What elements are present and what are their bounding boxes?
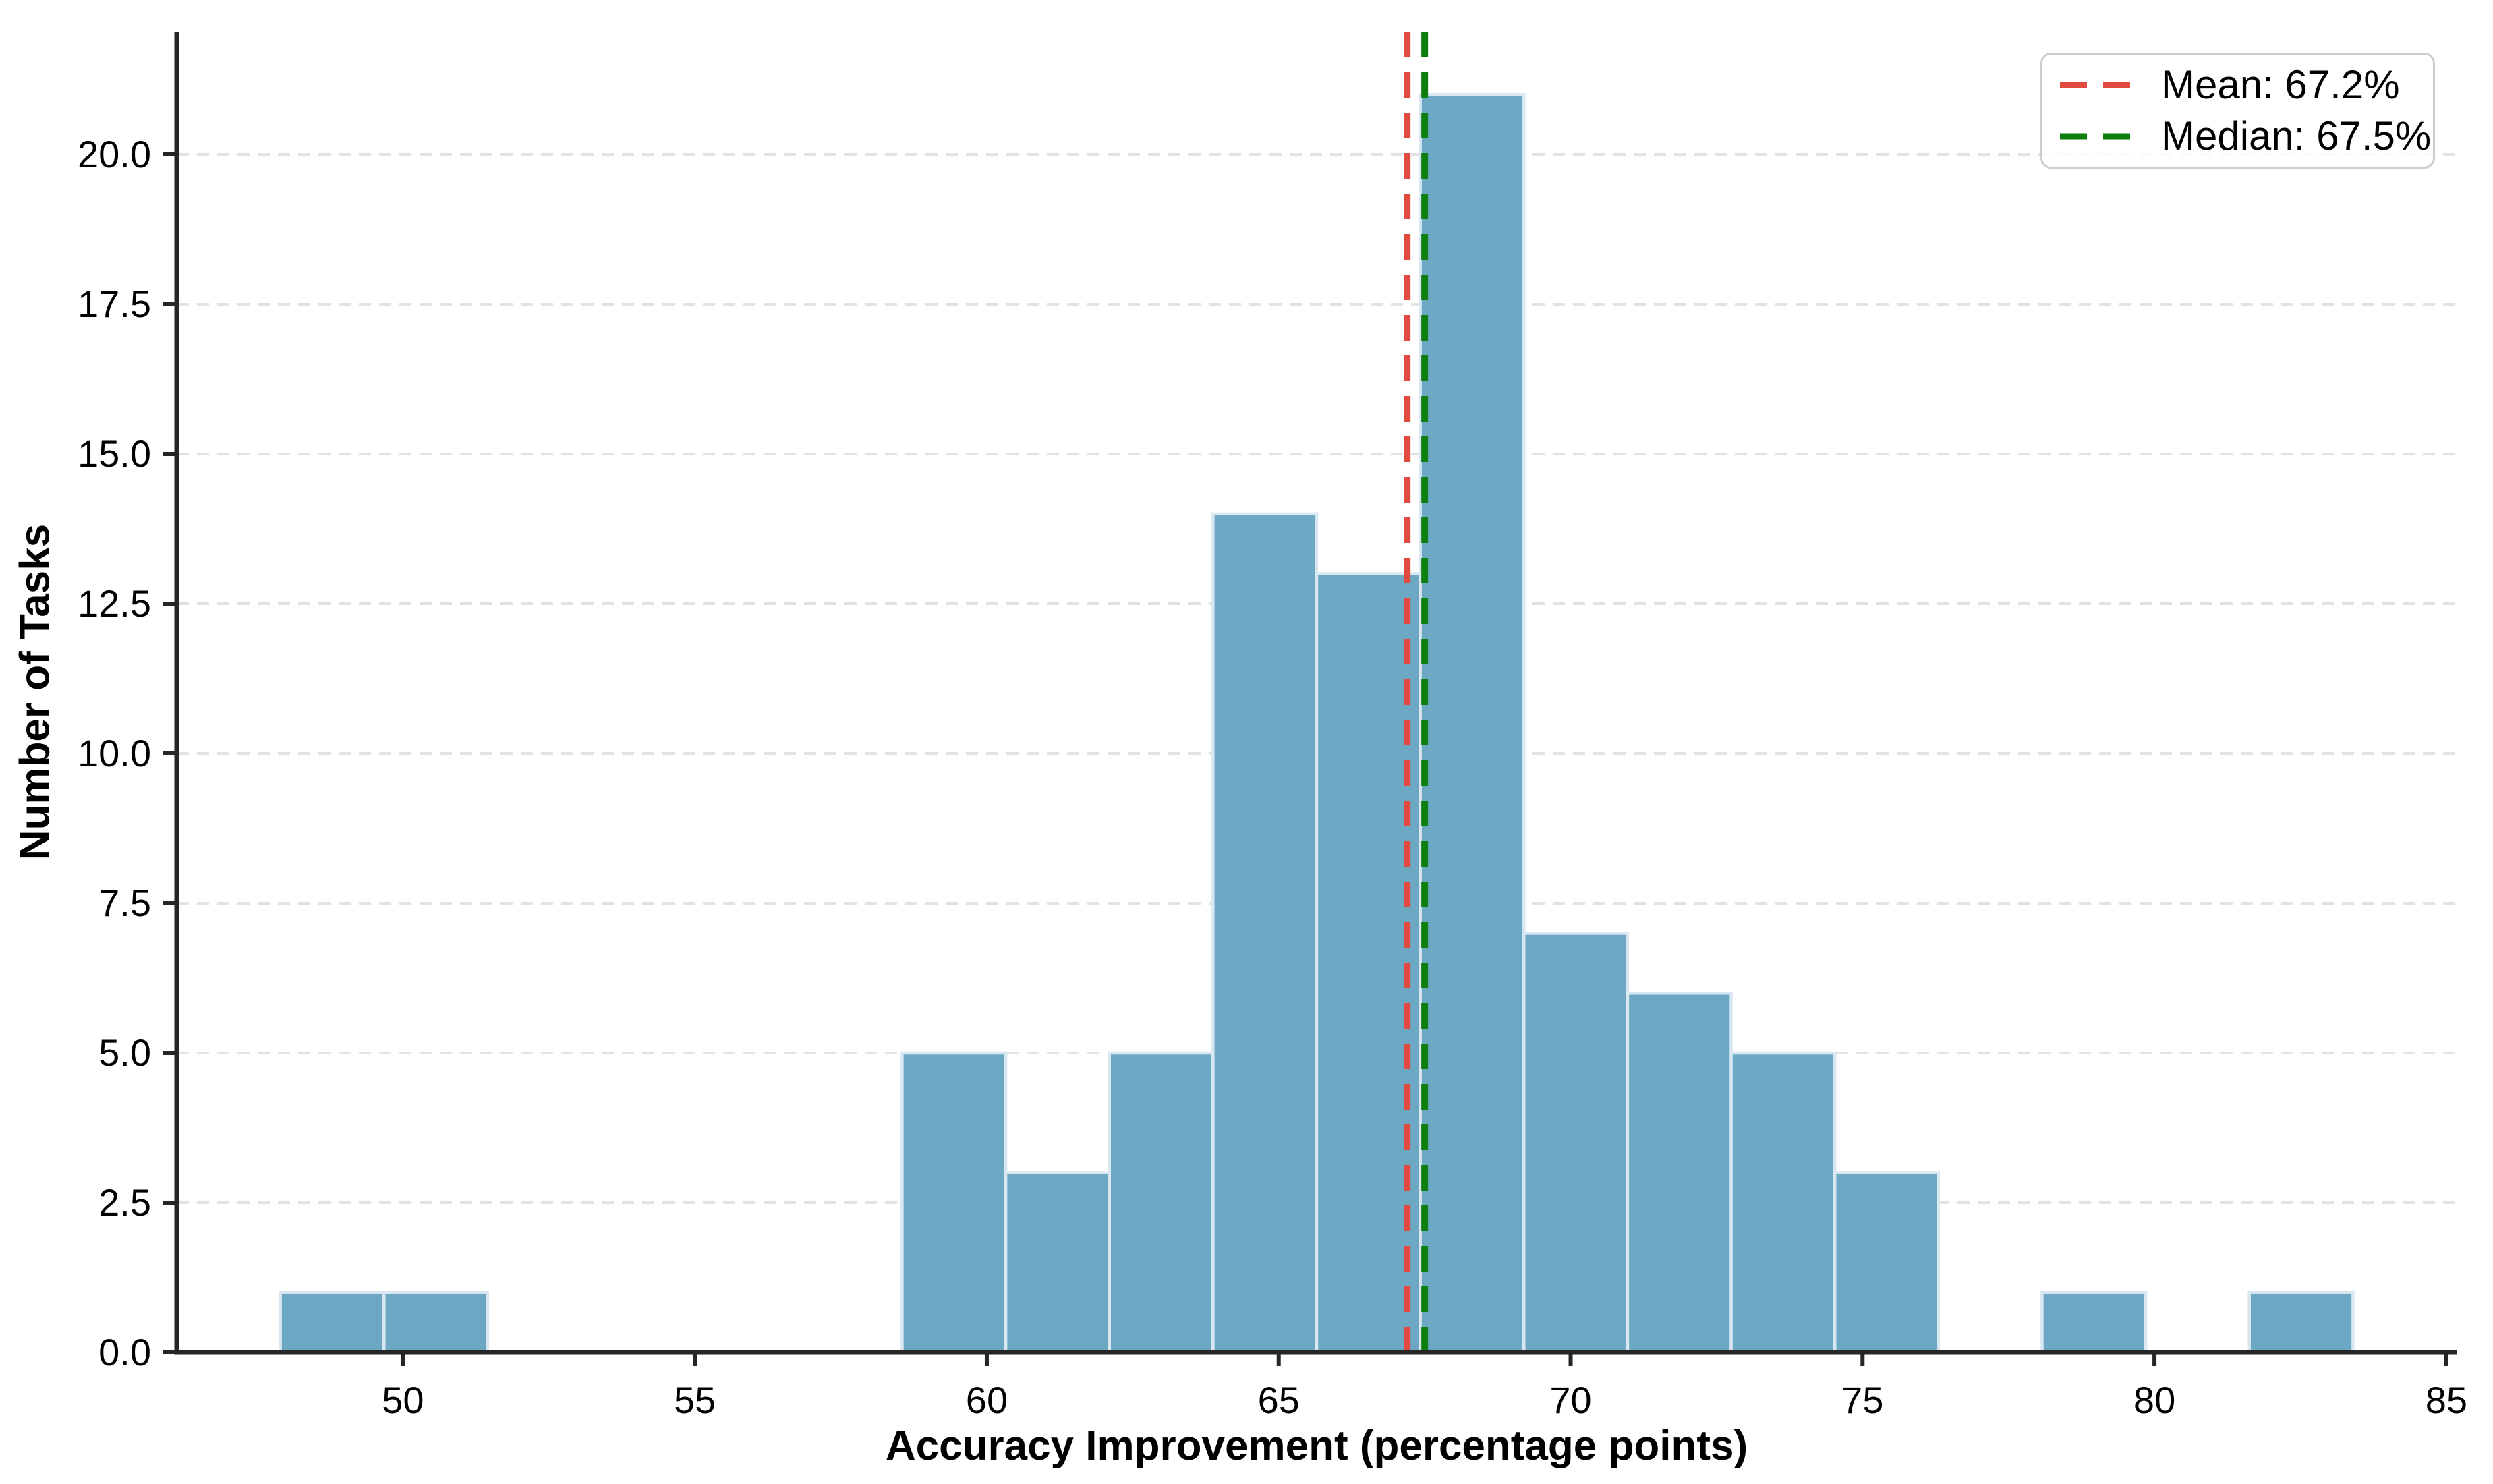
- y-tick-label: 10.0: [78, 732, 151, 774]
- y-tick-label: 2.5: [98, 1181, 151, 1224]
- histogram-bar: [1833, 1171, 1941, 1354]
- y-tick-label: 17.5: [78, 283, 151, 325]
- x-tick-label: 75: [1841, 1379, 1883, 1421]
- y-tick-label: 12.5: [78, 582, 151, 625]
- x-tick-label: 55: [674, 1379, 716, 1421]
- histogram-bar: [2247, 1290, 2355, 1354]
- histogram-bar: [1315, 572, 1422, 1354]
- median-line-sample: [2060, 133, 2142, 140]
- legend-item-mean: Mean: 67.2%: [2059, 65, 2433, 105]
- x-tick-label: 60: [966, 1379, 1008, 1421]
- legend: Mean: 67.2% Median: 67.5%: [2040, 53, 2435, 169]
- histogram-bar: [1004, 1171, 1111, 1354]
- histogram-bar: [382, 1290, 490, 1354]
- y-tick-label: 15.0: [78, 432, 151, 475]
- x-tick-label: 85: [2426, 1379, 2467, 1421]
- histogram-bar: [1626, 991, 1733, 1354]
- y-axis-title: Number of Tasks: [11, 523, 59, 861]
- histogram-bar: [900, 1051, 1008, 1354]
- y-tick-label: 5.0: [98, 1031, 151, 1074]
- x-tick-label: 70: [1549, 1379, 1591, 1421]
- histogram-bar: [2040, 1290, 2148, 1354]
- y-tick-label: 0.0: [98, 1331, 151, 1373]
- histogram-bar: [1729, 1051, 1837, 1354]
- histogram-bar: [1108, 1051, 1215, 1354]
- x-tick-label: 65: [1258, 1379, 1300, 1421]
- legend-median-label: Median: 67.5%: [2161, 113, 2432, 159]
- legend-item-median: Median: 67.5%: [2059, 113, 2433, 159]
- histogram-bar: [1211, 512, 1319, 1354]
- x-tick-label: 50: [382, 1379, 424, 1421]
- histogram-bar: [279, 1290, 386, 1354]
- histogram-bar: [1522, 932, 1630, 1354]
- y-tick-label: 7.5: [98, 882, 151, 924]
- x-tick-label: 80: [2133, 1379, 2175, 1421]
- y-tick-label: 20.0: [78, 133, 151, 175]
- x-axis-title: Accuracy Improvement (percentage points): [885, 1423, 1748, 1469]
- histogram-bar: [1419, 92, 1526, 1354]
- mean-line-sample: [2060, 82, 2142, 88]
- legend-mean-label: Mean: 67.2%: [2161, 62, 2400, 108]
